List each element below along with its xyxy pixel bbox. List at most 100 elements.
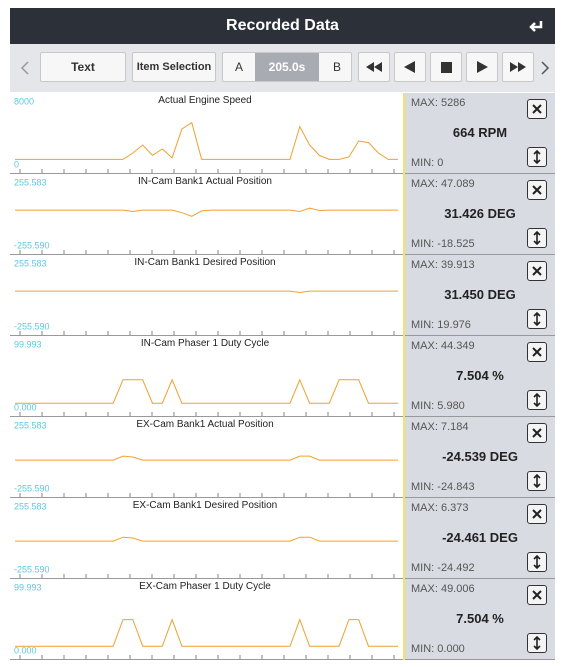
trace-line xyxy=(15,378,398,404)
value-side-panel: MAX: 5286 664 RPM MIN: 0 xyxy=(405,93,555,173)
prev-page[interactable] xyxy=(20,60,30,76)
graph-title: EX-Cam Bank1 Desired Position xyxy=(133,500,278,511)
value-side-panel: MAX: 39.913 31.450 DEG MIN: 19.976 xyxy=(405,255,555,335)
y-tick-label: 99.993 xyxy=(14,339,42,349)
current-value: 7.504 % xyxy=(456,368,504,383)
graph-title: EX-Cam Phaser 1 Duty Cycle xyxy=(139,581,271,592)
trace-line xyxy=(15,455,398,461)
min-label: MIN: 0 xyxy=(411,157,444,169)
y-tick-label: 255.583 xyxy=(14,420,47,430)
max-label: MAX: 47.089 xyxy=(411,178,475,190)
resize-button[interactable] xyxy=(527,228,547,248)
time-display: 205.0s xyxy=(255,53,319,81)
y-tick-label: 0.000 xyxy=(14,402,37,412)
header: Recorded Data xyxy=(10,8,555,44)
rewind-button[interactable] xyxy=(358,52,390,82)
graph-panel: -255.590 255.583 IN-Cam Bank1 Desired Posi… xyxy=(10,255,555,336)
current-value: -24.461 DEG xyxy=(442,530,518,545)
value-side-panel: MAX: 49.006 7.504 % MIN: 0.000 xyxy=(405,579,555,659)
graph: 0.000 99.993 IN-Cam Phaser 1 Duty Cycle xyxy=(14,338,398,416)
max-label: MAX: 49.006 xyxy=(411,583,475,595)
close-button[interactable] xyxy=(527,342,547,362)
resize-button[interactable] xyxy=(527,471,547,491)
graph-panel: 0 8000 Actual Engine Speed MAX: 5286 664 RPM… xyxy=(10,93,555,174)
y-tick-label: 8000 xyxy=(14,96,34,106)
y-tick-label: -255.590 xyxy=(14,321,50,331)
value-side-panel: MAX: 7.184 -24.539 DEG MIN: -24.843 xyxy=(405,417,555,497)
cursor-line xyxy=(403,93,405,660)
max-label: MAX: 6.373 xyxy=(411,502,469,514)
y-tick-label: 255.583 xyxy=(14,258,47,268)
y-tick-label: 0.000 xyxy=(14,645,37,655)
close-button[interactable] xyxy=(527,99,547,119)
resize-button[interactable] xyxy=(527,309,547,329)
graph-title: IN-Cam Bank1 Actual Position xyxy=(138,176,272,187)
graph-panel: 0.000 99.993 EX-Cam Phaser 1 Duty Cycle MAX… xyxy=(10,579,555,660)
marker-a[interactable]: A xyxy=(235,60,244,74)
max-label: MAX: 39.913 xyxy=(411,259,475,271)
next-page[interactable] xyxy=(540,60,550,76)
y-tick-label: 255.583 xyxy=(14,501,47,511)
text-button[interactable]: Text xyxy=(40,52,126,82)
resize-button[interactable] xyxy=(527,147,547,167)
close-button[interactable] xyxy=(527,261,547,281)
min-label: MIN: -24.492 xyxy=(411,562,475,574)
y-tick-label: -255.590 xyxy=(14,564,50,574)
close-button[interactable] xyxy=(527,180,547,200)
y-tick-label: 0 xyxy=(14,159,19,169)
graph-panel: 0.000 99.993 IN-Cam Phaser 1 Duty Cycle MAX… xyxy=(10,336,555,417)
item-selection-button[interactable]: Item Selection xyxy=(132,52,216,82)
graph-panel: -255.590 255.583 EX-Cam Bank1 Actual Posit… xyxy=(10,417,555,498)
graph-title: Actual Engine Speed xyxy=(158,95,251,106)
close-button[interactable] xyxy=(527,504,547,524)
min-label: MIN: 5.980 xyxy=(411,400,465,412)
trace-line xyxy=(15,121,398,160)
graph: -255.590 255.583 IN-Cam Bank1 Actual Posit… xyxy=(14,176,398,254)
resize-button[interactable] xyxy=(527,633,547,653)
current-value: 664 RPM xyxy=(452,125,508,140)
max-label: MAX: 5286 xyxy=(411,97,466,109)
marker-b[interactable]: B xyxy=(332,60,341,74)
max-label: MAX: 7.184 xyxy=(411,421,469,433)
trace-line xyxy=(15,536,398,542)
max-label: MAX: 44.349 xyxy=(411,340,475,352)
back-icon[interactable] xyxy=(527,18,543,34)
y-tick-label: 255.583 xyxy=(14,177,47,187)
graph-title: IN-Cam Bank1 Desired Position xyxy=(134,257,275,268)
graph: -255.590 255.583 IN-Cam Bank1 Desired Posi… xyxy=(14,257,398,335)
current-value: 31.426 DEG xyxy=(444,206,516,221)
y-tick-label: -255.590 xyxy=(14,240,50,250)
trace-line xyxy=(15,290,398,294)
graph-title: IN-Cam Phaser 1 Duty Cycle xyxy=(141,338,270,349)
graph: -255.590 255.583 EX-Cam Bank1 Desired Posi… xyxy=(14,500,398,578)
graph: -255.590 255.583 EX-Cam Bank1 Actual Posit… xyxy=(14,419,398,497)
graph: 0 8000 Actual Engine Speed xyxy=(14,95,398,173)
value-side-panel: MAX: 44.349 7.504 % MIN: 5.980 xyxy=(405,336,555,416)
graph-title: EX-Cam Bank1 Actual Position xyxy=(136,419,273,430)
value-side-panel: MAX: 47.089 31.426 DEG MIN: -18.525 xyxy=(405,174,555,254)
close-button[interactable] xyxy=(527,423,547,443)
resize-button[interactable] xyxy=(527,390,547,410)
current-value: 7.504 % xyxy=(456,611,504,626)
header-title: Recorded Data xyxy=(226,17,339,34)
stop-button[interactable] xyxy=(430,52,462,82)
min-label: MIN: 0.000 xyxy=(411,643,465,655)
value-side-panel: MAX: 6.373 -24.461 DEG MIN: -24.492 xyxy=(405,498,555,578)
resize-button[interactable] xyxy=(527,552,547,572)
graph-panel: -255.590 255.583 EX-Cam Bank1 Desired Posi… xyxy=(10,498,555,579)
current-value: -24.539 DEG xyxy=(442,449,518,464)
y-tick-label: 99.993 xyxy=(14,582,42,592)
min-label: MIN: -24.843 xyxy=(411,481,475,493)
close-button[interactable] xyxy=(527,585,547,605)
trace-line xyxy=(15,207,398,217)
toolbar: Text Item Selection A 205.0s B xyxy=(10,44,555,92)
graph: 0.000 99.993 EX-Cam Phaser 1 Duty Cycle xyxy=(14,581,398,659)
back-button[interactable] xyxy=(394,52,426,82)
trace-line xyxy=(15,618,398,647)
min-label: MIN: 19.976 xyxy=(411,319,471,331)
forward-button[interactable] xyxy=(502,52,534,82)
y-tick-label: -255.590 xyxy=(14,483,50,493)
graph-panel: -255.590 255.583 IN-Cam Bank1 Actual Posit… xyxy=(10,174,555,255)
play-button[interactable] xyxy=(466,52,498,82)
